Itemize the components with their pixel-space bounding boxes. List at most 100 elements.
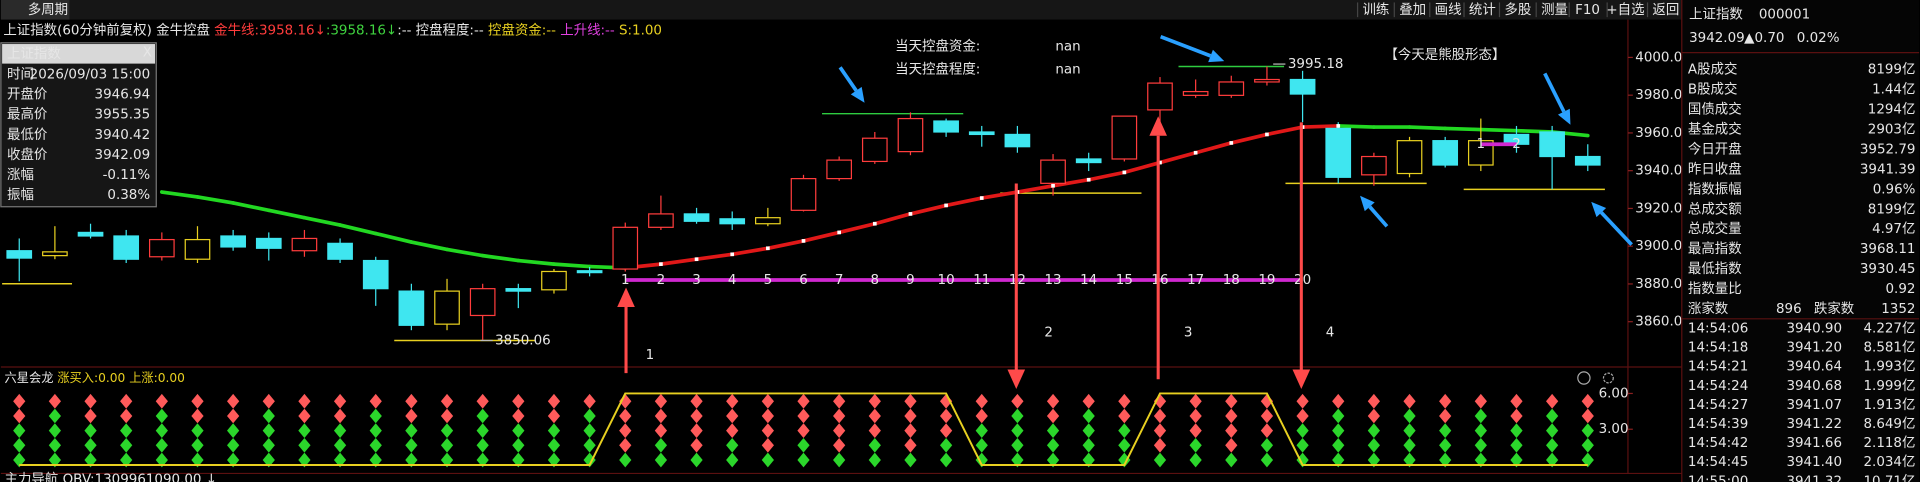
side-value: 1294亿: [1868, 102, 1916, 118]
toolbar-button[interactable]: 画线: [1435, 2, 1462, 18]
toolbar-button[interactable]: F10: [1575, 3, 1600, 18]
signal-diamond: [84, 408, 97, 424]
info-label: 开盘价: [7, 86, 48, 103]
signal-diamond: [1367, 452, 1381, 468]
sequence-label: 17: [1187, 273, 1204, 288]
trade-time: 14:54:18: [1688, 341, 1748, 356]
side-label: 最低指数: [1688, 261, 1742, 277]
ma-segment: [872, 212, 913, 226]
signal-diamond: [405, 408, 418, 424]
side-label: 总成交额: [1688, 200, 1742, 217]
info-title-bar: [2, 44, 156, 64]
trade-price: 3941.40: [1786, 455, 1842, 470]
signal-diamond: [1474, 452, 1487, 468]
arrow-head: [1360, 195, 1375, 212]
signal-diamond: [761, 437, 774, 453]
trade-price: 3941.22: [1786, 417, 1842, 432]
candle-body: [648, 213, 674, 228]
toolbar-button[interactable]: 统计: [1469, 2, 1496, 18]
ma-dot: [801, 239, 806, 243]
signal-diamond: [1153, 452, 1167, 468]
ma-dot: [1122, 170, 1127, 175]
header-part: 上升线:--: [560, 23, 619, 39]
toolbar-button[interactable]: 返回: [1652, 2, 1679, 18]
toolbar-button[interactable]: 训练: [1362, 2, 1389, 18]
signal-diamond: [440, 452, 454, 468]
settings-icon[interactable]: [1602, 372, 1614, 384]
info-value: 3946.94: [95, 88, 151, 103]
side-value: 8199亿: [1868, 62, 1916, 78]
candle-body: [6, 250, 33, 259]
signal-diamond: [155, 408, 168, 424]
candle-body: [790, 177, 817, 211]
signal-diamond: [1225, 452, 1238, 468]
candle-body: [77, 231, 104, 237]
candle-body: [576, 270, 603, 274]
signal-diamond: [13, 452, 26, 468]
side-label: 指数量比: [1688, 281, 1742, 297]
tab[interactable]: [0, 0, 70, 20]
sequence-label: 1: [1477, 137, 1486, 152]
arrow-head: [850, 86, 865, 103]
toolbar-button[interactable]: +自选: [1606, 2, 1644, 18]
signal-diamond: [369, 452, 382, 468]
candle-body: [933, 120, 959, 133]
ma-segment: [659, 257, 699, 266]
trade-price: 3940.64: [1786, 360, 1842, 375]
info-title: 上证指数: [7, 46, 61, 62]
side-label: 总成交量: [1688, 220, 1742, 237]
ma-segment: [409, 240, 449, 252]
toolbar-button[interactable]: 测量: [1541, 2, 1568, 18]
indicator-part: 涨买入:0.00: [57, 370, 129, 385]
side-panel: [1681, 0, 1920, 482]
indicator-part: 上涨:0.00: [129, 370, 185, 385]
ma-segment: [1478, 127, 1519, 133]
ma-dot: [659, 262, 663, 266]
y-tick-label: 3940.00: [1635, 164, 1691, 179]
candle-body: [1361, 155, 1387, 176]
side-label: 最高指数: [1688, 240, 1742, 257]
arrow-head: [1557, 108, 1571, 125]
signal-diamond: [13, 408, 26, 424]
side-code: 000001: [1759, 8, 1810, 23]
info-label: 最低价: [7, 127, 48, 143]
signal-diamond: [262, 437, 275, 453]
signal-diamond: [690, 437, 703, 453]
ma-dot: [908, 212, 913, 216]
toolbar-button[interactable]: 叠加: [1399, 2, 1426, 18]
y-tick-label: 3880.00: [1635, 277, 1691, 292]
ma-dot: [944, 203, 948, 208]
signal-diamond: [797, 452, 810, 468]
signal-diamond: [904, 437, 917, 453]
info-close[interactable]: X: [143, 46, 152, 61]
y-tick-label: 3980.00: [1635, 88, 1691, 103]
ma-segment: [195, 195, 235, 205]
signal-diamond: [84, 437, 97, 453]
candle-body: [1111, 115, 1138, 160]
signal-diamond: [440, 437, 454, 453]
ma-segment: [266, 208, 307, 220]
close-icon[interactable]: [1577, 371, 1591, 385]
signal-diamond: [868, 452, 881, 468]
signal-diamond: [690, 452, 703, 468]
header-part: :3958.16↓: [326, 24, 397, 39]
signal-diamond: [369, 408, 382, 424]
candle-body: [327, 242, 353, 260]
ma-segment: [837, 221, 877, 235]
sequence-label: 16: [1151, 273, 1168, 288]
signal-diamond: [333, 437, 347, 453]
signal-diamond: [191, 437, 204, 453]
ma-dot: [837, 230, 841, 235]
candle-body: [1182, 90, 1209, 96]
signal-diamond: [369, 437, 382, 453]
info-label: 振幅: [7, 187, 34, 203]
arrow-head: [1007, 369, 1026, 390]
side-value: 8199亿: [1868, 201, 1916, 217]
toolbar-button[interactable]: 多股: [1504, 1, 1531, 18]
signal-diamond: [298, 452, 311, 468]
signal-diamond: [939, 437, 953, 453]
ma-segment: [445, 247, 485, 258]
ma-segment: [766, 239, 806, 251]
y-tick-label: 4000.00: [1635, 50, 1691, 65]
header: 上证指数(60分钟前复权) 金牛控盘 金牛线:3958.16↓:3958.16↓…: [3, 22, 662, 39]
